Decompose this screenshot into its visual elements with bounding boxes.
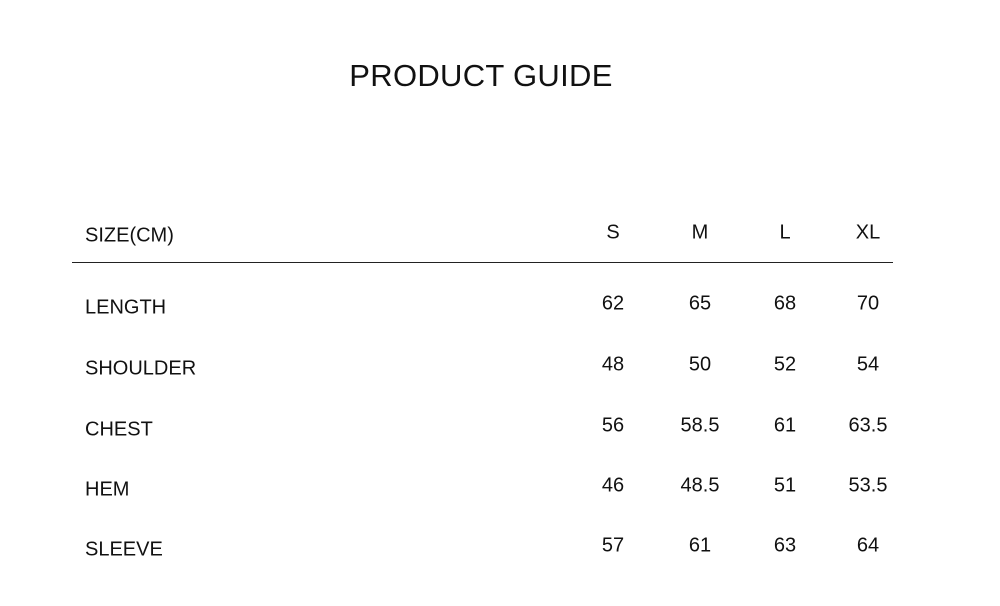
header-label: SIZE(CM) bbox=[85, 224, 174, 247]
size-header: S bbox=[606, 221, 620, 244]
table-cell: 50 bbox=[688, 353, 712, 376]
table-cell: 64 bbox=[856, 534, 880, 557]
table-cell: 53.5 bbox=[848, 474, 888, 497]
table-cell: 46 bbox=[601, 474, 625, 497]
table-cell: 52 bbox=[773, 353, 797, 376]
table-cell: 48.5 bbox=[680, 474, 720, 497]
row-label: LENGTH bbox=[85, 296, 167, 319]
row-label: HEM bbox=[85, 478, 130, 501]
table-cell: 54 bbox=[856, 353, 880, 376]
table-cell: 63 bbox=[773, 534, 797, 557]
table-cell: 63.5 bbox=[848, 414, 888, 437]
row-label: CHEST bbox=[85, 418, 153, 441]
table-cell: 48 bbox=[601, 353, 625, 376]
table-cell: 61 bbox=[688, 534, 712, 557]
table-cell: 51 bbox=[773, 474, 797, 497]
header-divider bbox=[72, 262, 893, 263]
table-cell: 65 bbox=[688, 292, 712, 315]
table-cell: 58.5 bbox=[680, 414, 720, 437]
size-header: XL bbox=[855, 221, 881, 244]
size-header: L bbox=[779, 221, 791, 244]
table-cell: 68 bbox=[773, 292, 797, 315]
table-cell: 56 bbox=[601, 414, 625, 437]
table-cell: 62 bbox=[601, 292, 625, 315]
table-cell: 70 bbox=[856, 292, 880, 315]
table-cell: 61 bbox=[773, 414, 797, 437]
page-title: PRODUCT GUIDE bbox=[349, 58, 613, 93]
table-cell: 57 bbox=[601, 534, 625, 557]
row-label: SHOULDER bbox=[85, 357, 197, 380]
row-label: SLEEVE bbox=[85, 538, 163, 561]
size-header: M bbox=[691, 221, 709, 244]
